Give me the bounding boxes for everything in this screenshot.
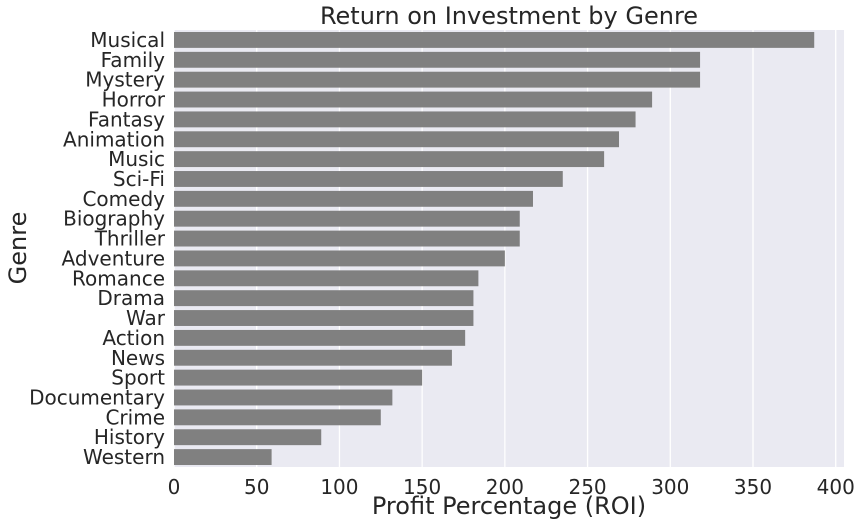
x-tick-label: 200 [486, 475, 524, 499]
y-tick-label: Biography [63, 207, 165, 231]
x-tick-label: 350 [734, 475, 772, 499]
y-tick-label: Musical [90, 28, 165, 52]
bar-fantasy [174, 111, 636, 128]
y-tick-label: Thriller [94, 227, 166, 251]
y-tick-label: Music [108, 147, 165, 171]
x-tick-label: 250 [568, 475, 606, 499]
y-tick-label: Romance [72, 266, 165, 290]
chart-title: Return on Investment by Genre [319, 2, 699, 30]
y-tick-label: Western [83, 445, 165, 469]
bar-romance [174, 270, 479, 287]
x-tick-label: 150 [403, 475, 441, 499]
y-tick-label: History [94, 425, 165, 449]
y-tick-label: News [111, 346, 165, 370]
y-tick-label: Animation [63, 127, 165, 151]
y-tick-label: Family [101, 48, 166, 72]
bar-history [174, 429, 322, 446]
bar-adventure [174, 250, 505, 267]
y-tick-label: Action [102, 326, 165, 350]
bar-comedy [174, 190, 533, 207]
bar-music [174, 151, 605, 168]
x-tick-label: 100 [320, 475, 358, 499]
bar-animation [174, 131, 620, 148]
x-axis-label: Profit Percentage (ROI) [371, 492, 647, 520]
y-tick-label: Fantasy [88, 107, 165, 131]
bar-news [174, 349, 452, 366]
bar-war [174, 310, 474, 326]
y-tick-label: Mystery [85, 68, 165, 92]
bar-thriller [174, 230, 520, 247]
y-tick-label: Documentary [29, 385, 165, 409]
y-tick-label: Horror [102, 88, 166, 112]
y-tick-label: Adventure [62, 246, 165, 270]
bar-western [174, 449, 272, 466]
bar-drama [174, 290, 474, 307]
y-tick-label: Sport [111, 366, 165, 390]
y-tick-label: Drama [97, 286, 165, 310]
bar-biography [174, 210, 520, 227]
bar-sci-fi [174, 171, 563, 187]
bar-action [174, 329, 466, 346]
y-tick-label: War [126, 306, 166, 330]
bar-mystery [174, 71, 701, 88]
y-tick-label: Sci-Fi [113, 167, 165, 191]
x-tick-label: 300 [651, 475, 689, 499]
x-tick-label: 400 [817, 475, 855, 499]
bar-musical [174, 31, 815, 48]
bar-family [174, 51, 701, 68]
y-tick-label: Comedy [82, 187, 165, 211]
x-tick-label: 50 [244, 475, 269, 499]
y-tick-label: Crime [105, 405, 165, 429]
bar-sport [174, 369, 423, 386]
bar-documentary [174, 389, 393, 406]
bar-crime [174, 409, 381, 426]
bar-horror [174, 91, 653, 108]
x-tick-label: 0 [168, 475, 181, 499]
